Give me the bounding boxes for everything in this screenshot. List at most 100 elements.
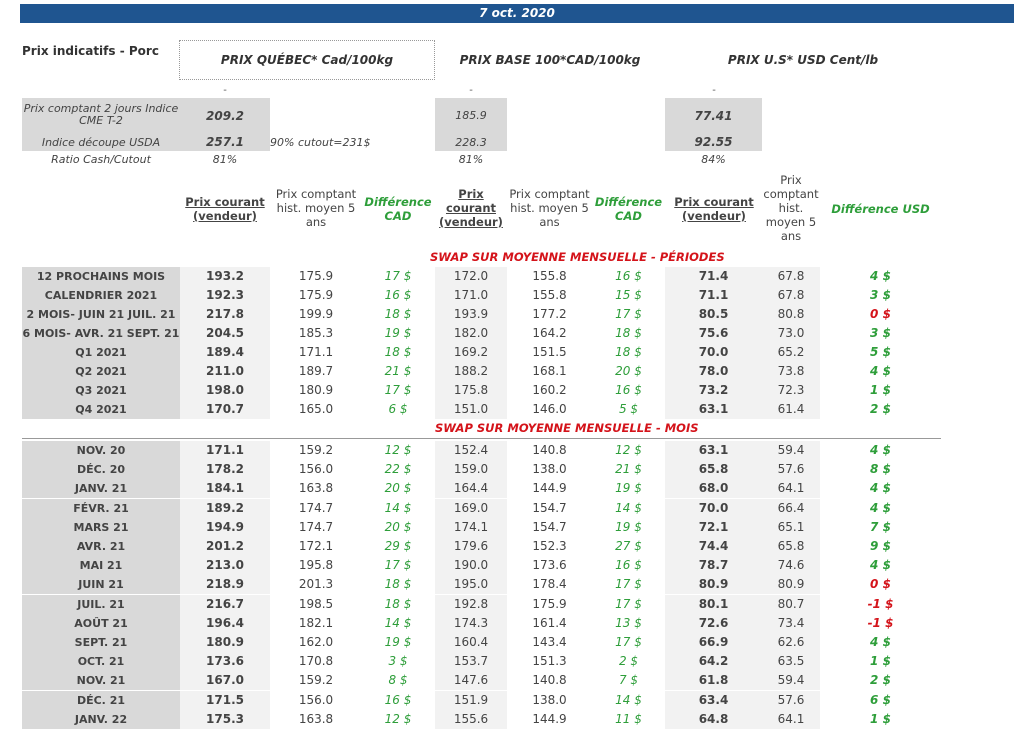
quebec-current: 171.1 xyxy=(180,441,270,460)
us-diff: -1 $ xyxy=(867,596,894,611)
base-current: 151.9 xyxy=(435,690,507,710)
base-hist: 168.1 xyxy=(532,364,567,378)
us-current: 68.0 xyxy=(665,479,762,499)
quebec-diff: 16 $ xyxy=(384,692,412,707)
quebec-current: 211.0 xyxy=(180,362,270,381)
us-diff: 5 $ xyxy=(870,345,891,359)
quebec-diff: 14 $ xyxy=(384,500,412,515)
base-current: 192.8 xyxy=(435,594,507,614)
us-diff: 0 $ xyxy=(870,307,891,321)
us-hist: 62.6 xyxy=(762,633,820,652)
base-current: 159.0 xyxy=(435,460,507,480)
us-hist: 73.8 xyxy=(762,362,820,381)
row-label: AVR. 21 xyxy=(22,537,180,556)
base-current: 195.0 xyxy=(435,575,507,595)
us-current: 63.4 xyxy=(665,690,762,710)
base-diff: 2 $ xyxy=(618,654,639,669)
us-diff: 4 $ xyxy=(870,443,891,457)
table-row: JUIL. 21 216.7 198.5 18 $ 192.8 175.9 17 $ 80.1… xyxy=(0,594,1024,614)
us-diff: 4 $ xyxy=(870,364,891,378)
base-current: 169.0 xyxy=(435,498,507,518)
quebec-current: 184.1 xyxy=(180,479,270,499)
us-hist: 59.4 xyxy=(762,441,820,460)
table-row: OCT. 21 173.6 170.8 3 $ 153.7 151.3 2 $ 64.2 63.… xyxy=(0,652,1024,672)
table-row: Q2 2021 211.0 189.7 21 $ 188.2 168.1 20 $ 78.0 7… xyxy=(0,362,1024,381)
base-diff: 27 $ xyxy=(615,539,642,553)
quebec-diff: 18 $ xyxy=(384,307,412,321)
row-label: JUIL. 21 xyxy=(22,594,180,614)
periods-table: 12 PROCHAINS MOIS 193.2 175.9 17 $ 172.0 155.… xyxy=(0,267,1024,419)
us-current: 64.8 xyxy=(665,709,762,729)
us-current: 80.5 xyxy=(665,305,762,324)
base-diff: 16 $ xyxy=(615,383,642,397)
us-diff: 4 $ xyxy=(870,500,891,515)
base-hist: 144.9 xyxy=(532,481,567,496)
base-hist: 144.9 xyxy=(532,711,567,726)
quebec-diff: 29 $ xyxy=(384,539,412,553)
quebec-hist: 163.8 xyxy=(298,711,334,726)
us-diff: 0 $ xyxy=(870,577,891,592)
quebec-diff: 3 $ xyxy=(388,654,408,669)
table-row: FÉVR. 21 189.2 174.7 14 $ 169.0 154.7 14 $ 70.0… xyxy=(0,498,1024,518)
quebec-diff: 22 $ xyxy=(384,462,412,477)
ratio-base: 81% xyxy=(458,153,484,166)
us-diff: 9 $ xyxy=(870,539,891,553)
base-diff: 17 $ xyxy=(615,596,642,611)
section-months-title: SWAP SUR MOYENNE MENSUELLE - MOIS xyxy=(435,421,699,435)
us-current: 78.0 xyxy=(665,362,762,381)
base-hist: 155.8 xyxy=(532,288,567,302)
base-diff: 17 $ xyxy=(615,307,642,321)
base-hist: 154.7 xyxy=(532,519,567,534)
us-hist: 73.0 xyxy=(762,324,820,343)
base-current: 155.6 xyxy=(435,709,507,729)
us-diff: 2 $ xyxy=(870,402,891,416)
quebec-hist: 170.8 xyxy=(298,654,334,669)
row-label: OCT. 21 xyxy=(22,652,180,672)
quebec-hist: 156.0 xyxy=(298,692,334,707)
quebec-diff: 14 $ xyxy=(384,615,412,630)
months-table: NOV. 20 171.1 159.2 12 $152.4 140.8 12 $63.1 5… xyxy=(0,441,1024,730)
us-hist: 65.1 xyxy=(762,517,820,537)
quebec-hist: 159.2 xyxy=(298,443,334,457)
row-label: MARS 21 xyxy=(22,517,180,537)
col-base-diff: Différence CAD xyxy=(594,195,663,223)
col-base-current: Prix courant (vendeur) xyxy=(439,187,503,229)
us-current: 72.6 xyxy=(665,613,762,633)
base-hist: 140.8 xyxy=(532,443,567,457)
quebec-current: 216.7 xyxy=(180,594,270,614)
table-row: MARS 21 194.9 174.7 20 $ 174.1 154.7 19 $ 72.1 6… xyxy=(0,517,1024,537)
dash-us: - xyxy=(712,85,716,96)
quebec-hist: 172.1 xyxy=(298,539,334,553)
base-current: 193.9 xyxy=(435,305,507,324)
us-diff: 3 $ xyxy=(870,288,891,302)
base-diff: 14 $ xyxy=(615,692,642,707)
table-row: 6 MOIS- AVR. 21 SEPT. 21 204.5 185.3 19 $ 18… xyxy=(0,324,1024,343)
us-current: 61.8 xyxy=(665,671,762,691)
base-current: 190.0 xyxy=(435,556,507,576)
us-diff: 4 $ xyxy=(870,269,891,283)
quebec-current: 217.8 xyxy=(180,305,270,324)
quebec-hist: 174.7 xyxy=(298,519,334,534)
us-hist: 65.2 xyxy=(762,343,820,362)
quebec-current: 213.0 xyxy=(180,556,270,576)
base-hist: 140.8 xyxy=(532,673,567,688)
quebec-diff: 20 $ xyxy=(384,481,412,496)
us-current: 80.1 xyxy=(665,594,762,614)
base-hist: 152.3 xyxy=(532,539,567,553)
us-hist: 67.8 xyxy=(762,286,820,305)
base-diff: 18 $ xyxy=(615,345,642,359)
base-current: 182.0 xyxy=(435,324,507,343)
base-current: 174.1 xyxy=(435,517,507,537)
base-diff: 13 $ xyxy=(615,615,642,630)
table-row: 2 MOIS- JUIN 21 JUIL. 21 217.8 199.9 18 $ 19… xyxy=(0,305,1024,324)
quebec-diff: 16 $ xyxy=(384,288,412,302)
row-label: JANV. 21 xyxy=(22,479,180,499)
base-current: 153.7 xyxy=(435,652,507,672)
base-hist: 173.6 xyxy=(532,558,567,573)
quebec-diff: 6 $ xyxy=(388,402,408,416)
base-hist: 175.9 xyxy=(532,596,567,611)
base-diff: 5 $ xyxy=(618,402,639,416)
ratio-quebec: 81% xyxy=(212,153,238,166)
base-hist: 160.2 xyxy=(532,383,567,397)
quebec-hist: 198.5 xyxy=(298,596,334,611)
